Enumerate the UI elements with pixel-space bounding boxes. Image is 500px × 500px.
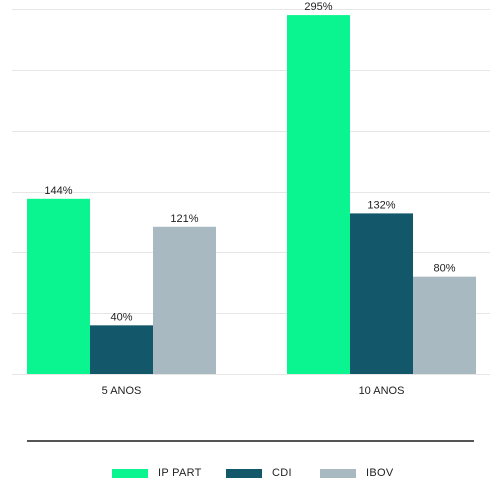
value-label-cdi-0: 40% <box>110 311 132 323</box>
legend-label-cdi: CDI <box>272 467 292 479</box>
legend-label-ip-part: IP PART <box>158 467 202 479</box>
value-labels: 144% 40% 121% 295% 132% 80% <box>44 1 455 323</box>
legend-label-ibov: IBOV <box>366 467 394 479</box>
bar-cdi-1 <box>350 213 413 374</box>
value-label-ibov-1: 80% <box>433 263 455 275</box>
legend-swatch-ip-part <box>112 468 148 478</box>
bar-ibov-0 <box>153 226 216 374</box>
legend-item-ibov: IBOV <box>320 463 394 483</box>
bar-ip-part-1 <box>287 15 350 374</box>
legend-swatch-cdi <box>226 468 262 478</box>
bar-cdi-0 <box>90 325 153 374</box>
value-label-ip-part-0: 144% <box>44 185 72 197</box>
bar-ibov-1 <box>413 276 476 374</box>
legend-item-ip-part: IP PART <box>112 463 202 483</box>
bars <box>27 15 476 374</box>
legend: IP PART CDI IBOV <box>0 463 500 483</box>
bar-ip-part-0 <box>27 198 90 374</box>
legend-item-cdi: CDI <box>226 463 292 483</box>
category-labels: 5 ANOS 10 ANOS <box>102 385 405 397</box>
category-label-0: 5 ANOS <box>102 385 142 397</box>
value-label-ip-part-1: 295% <box>304 1 332 13</box>
category-label-1: 10 ANOS <box>359 385 405 397</box>
gridlines <box>12 9 490 375</box>
value-label-ibov-0: 121% <box>170 213 198 225</box>
legend-swatch-ibov <box>320 468 356 478</box>
value-label-cdi-1: 132% <box>367 199 395 211</box>
